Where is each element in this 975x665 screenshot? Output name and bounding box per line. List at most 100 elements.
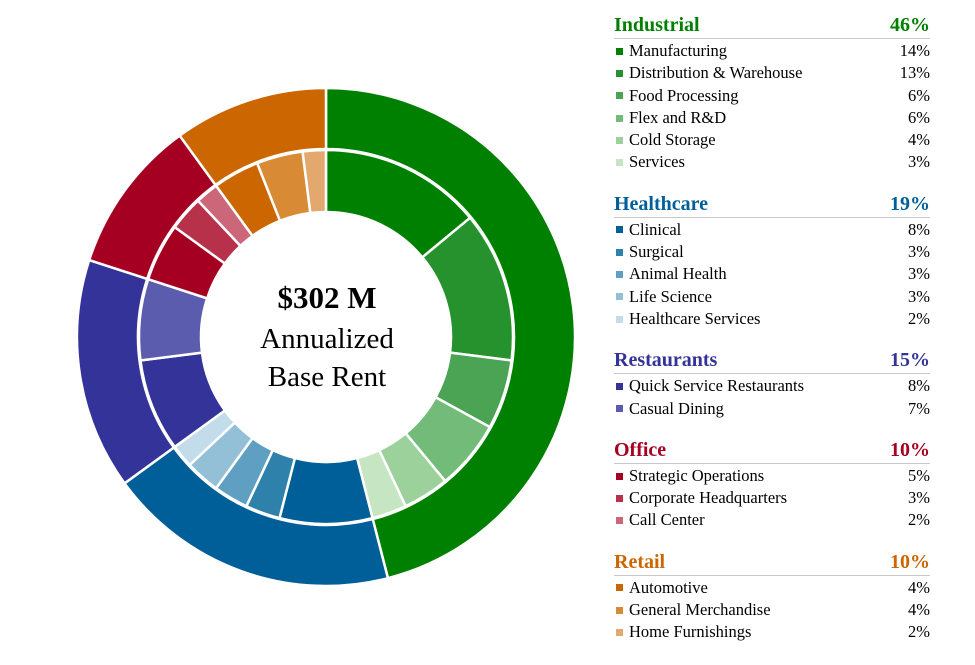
- legend-item-label: Corporate Headquarters: [629, 488, 788, 508]
- legend-item-percent: 6%: [908, 107, 930, 127]
- legend-item-percent: 4%: [908, 600, 930, 620]
- legend: Industrial 46% Manufacturing 14% Distributio…: [614, 12, 930, 661]
- legend-swatch: [616, 293, 623, 301]
- legend-item-manufacturing: Manufacturing 14%: [614, 40, 930, 62]
- legend-swatch: [616, 584, 623, 592]
- legend-group-percent: 10%: [890, 438, 930, 461]
- legend-item-automotive: Automotive 4%: [614, 577, 930, 599]
- legend-item-label: Clinical: [629, 219, 682, 239]
- legend-item-percent: 5%: [908, 465, 930, 485]
- legend-item-flex-and-randd: Flex and R&D 6%: [614, 107, 930, 129]
- legend-group-header: Healthcare 19%: [614, 191, 930, 218]
- legend-item-label: Casual Dining: [629, 398, 724, 418]
- legend-item-percent: 8%: [908, 376, 930, 396]
- legend-item-label: Flex and R&D: [629, 107, 727, 127]
- legend-swatch: [616, 136, 623, 144]
- legend-item-percent: 8%: [908, 219, 930, 239]
- legend-group-name: Retail: [614, 550, 666, 573]
- legend-item-label: Cold Storage: [629, 130, 716, 150]
- legend-item-home-furnishings: Home Furnishings 2%: [614, 621, 930, 643]
- legend-item-animal-health: Animal Health 3%: [614, 263, 930, 285]
- legend-group-header: Restaurants 15%: [614, 347, 930, 375]
- donut-chart: $302 M Annualized Base Rent: [75, 86, 577, 588]
- legend-swatch: [616, 606, 623, 614]
- legend-item-label: Distribution & Warehouse: [629, 63, 803, 83]
- legend-item-label: Surgical: [629, 242, 684, 262]
- legend-item-percent: 3%: [908, 242, 930, 262]
- legend-item-distribution-and-warehouse: Distribution & Warehouse 13%: [614, 62, 930, 84]
- legend-item-food-processing: Food Processing 6%: [614, 85, 930, 107]
- legend-group-percent: 10%: [890, 550, 930, 573]
- slice-home-furnishings: [301, 148, 328, 215]
- legend-item-label: General Merchandise: [629, 600, 771, 620]
- legend-item-label: Call Center: [629, 510, 705, 530]
- donut-svg: [75, 86, 577, 588]
- legend-item-services: Services 3%: [614, 151, 930, 173]
- legend-item-percent: 4%: [908, 130, 930, 150]
- legend-group-retail: Retail 10% Automotive 4% General Merchandise…: [614, 549, 930, 644]
- legend-item-label: Healthcare Services: [629, 308, 761, 328]
- legend-item-percent: 13%: [899, 63, 930, 83]
- legend-item-call-center: Call Center 2%: [614, 509, 930, 531]
- legend-swatch: [616, 248, 623, 256]
- legend-swatch: [616, 315, 623, 323]
- legend-item-label: Services: [629, 152, 685, 172]
- center-total-value: $302 M: [277, 280, 377, 315]
- legend-item-healthcare-services: Healthcare Services 2%: [614, 308, 930, 330]
- legend-group-name: Industrial: [614, 14, 700, 36]
- legend-swatch: [616, 159, 623, 167]
- legend-swatch: [616, 226, 623, 234]
- legend-item-quick-service-restaurants: Quick Service Restaurants 8%: [614, 375, 930, 397]
- legend-group-header: Retail 10%: [614, 549, 930, 576]
- legend-item-label: Food Processing: [629, 85, 739, 105]
- legend-swatch: [616, 494, 623, 502]
- legend-group-industrial: Industrial 46% Manufacturing 14% Distributio…: [614, 12, 930, 174]
- legend-item-percent: 3%: [908, 264, 930, 284]
- legend-item-percent: 14%: [899, 41, 930, 60]
- legend-item-casual-dining: Casual Dining 7%: [614, 398, 930, 420]
- legend-item-percent: 2%: [908, 308, 930, 328]
- legend-group-healthcare: Healthcare 19% Clinical 8% Surgical 3% Animal …: [614, 191, 930, 330]
- legend-group-name: Healthcare: [614, 192, 709, 215]
- legend-group-percent: 19%: [890, 192, 930, 215]
- legend-group-percent: 15%: [890, 349, 930, 372]
- legend-swatch: [616, 92, 623, 100]
- legend-swatch: [616, 517, 623, 525]
- legend-item-clinical: Clinical 8%: [614, 219, 930, 241]
- legend-group-percent: 46%: [890, 14, 930, 36]
- legend-swatch: [616, 628, 623, 636]
- legend-item-corporate-headquarters: Corporate Headquarters 3%: [614, 487, 930, 509]
- legend-item-label: Manufacturing: [629, 41, 728, 60]
- legend-item-percent: 2%: [908, 510, 930, 530]
- legend-item-label: Strategic Operations: [629, 465, 765, 485]
- legend-item-label: Animal Health: [629, 264, 727, 284]
- legend-item-percent: 7%: [908, 398, 930, 418]
- legend-group-restaurants: Restaurants 15% Quick Service Restaurants 8…: [614, 347, 930, 420]
- legend-group-name: Restaurants: [614, 349, 718, 372]
- legend-group-name: Office: [614, 438, 667, 461]
- legend-item-label: Life Science: [629, 286, 712, 306]
- legend-group-header: Office 10%: [614, 437, 930, 464]
- legend-swatch: [616, 69, 623, 77]
- legend-item-percent: 3%: [908, 286, 930, 306]
- legend-swatch: [616, 47, 623, 55]
- legend-item-percent: 3%: [908, 152, 930, 172]
- legend-item-label: Automotive: [629, 577, 708, 597]
- legend-swatch: [616, 472, 623, 480]
- legend-item-percent: 4%: [908, 577, 930, 597]
- legend-item-percent: 6%: [908, 85, 930, 105]
- legend-item-percent: 3%: [908, 488, 930, 508]
- legend-item-strategic-operations: Strategic Operations 5%: [614, 465, 930, 487]
- legend-item-life-science: Life Science 3%: [614, 286, 930, 308]
- legend-item-surgical: Surgical 3%: [614, 241, 930, 263]
- center-label-line2: Base Rent: [267, 361, 387, 393]
- legend-item-cold-storage: Cold Storage 4%: [614, 129, 930, 151]
- legend-swatch: [616, 114, 623, 122]
- legend-item-percent: 2%: [908, 622, 930, 642]
- legend-item-label: Home Furnishings: [629, 622, 752, 642]
- legend-swatch: [616, 271, 623, 279]
- legend-item-general-merchandise: General Merchandise 4%: [614, 599, 930, 621]
- center-label-line1: Annualized: [260, 323, 394, 355]
- legend-swatch: [616, 405, 623, 413]
- legend-group-office: Office 10% Strategic Operations 5% Corporate…: [614, 437, 930, 532]
